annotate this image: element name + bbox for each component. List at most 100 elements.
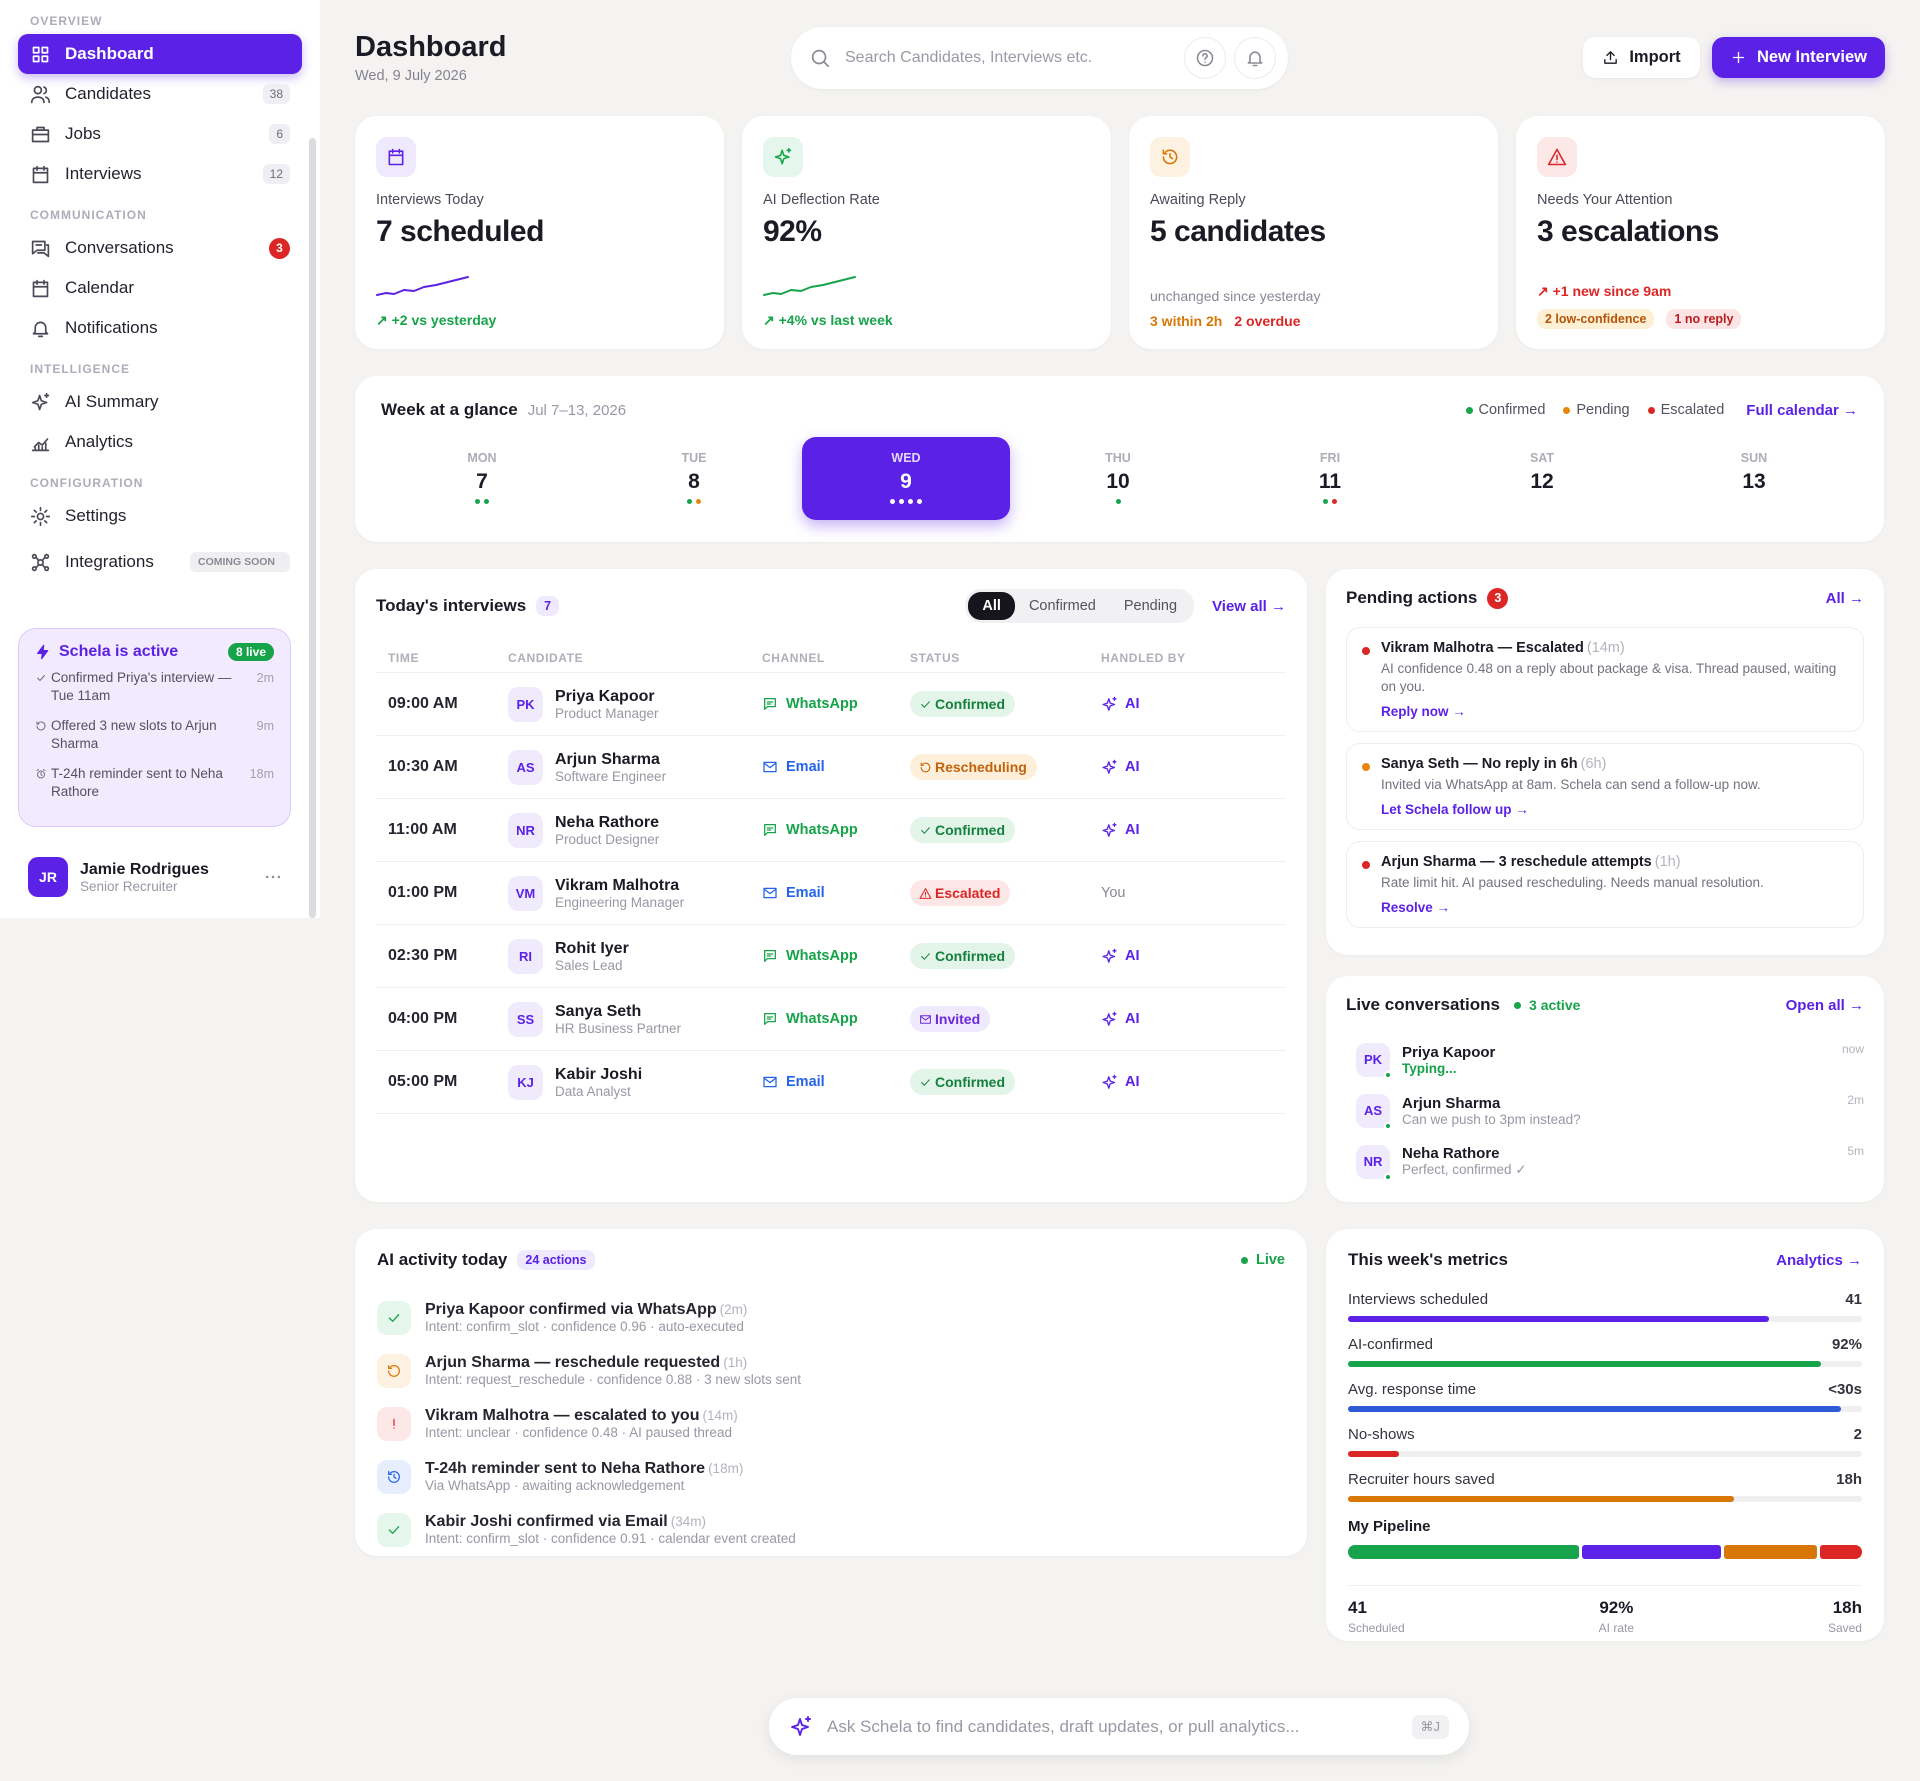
icon	[263, 867, 283, 887]
activity-item: Arjun Sharma — reschedule requested (1h) I…	[377, 1344, 1285, 1397]
metric-top: Recruiter hours saved 18h	[1348, 1471, 1862, 1488]
status-cell: Rescheduling	[910, 754, 1101, 780]
user-profile[interactable]: JR Jamie Rodrigues Senior Recruiter	[28, 855, 283, 899]
pending-action[interactable]: Resolve →	[1381, 900, 1451, 915]
interview-row[interactable]: 02:30 PM RI Rohit Iyer Sales Lead WhatsApp Co…	[376, 925, 1286, 988]
stat-card: Interviews Today 7 scheduled ↗ +2 vs yeste…	[355, 116, 724, 349]
activity-item: T-24h reminder sent to Neha Rathore (18m)…	[377, 1450, 1285, 1503]
ask-bar[interactable]: Ask Schela to find candidates, draft upd…	[769, 1698, 1469, 1755]
nav-item[interactable]: Calendar	[18, 268, 302, 308]
icon-svg	[764, 824, 776, 836]
help-button[interactable]	[1184, 37, 1226, 79]
metric-value: 41	[1845, 1291, 1862, 1308]
activity-item-title: Arjun Sharma — reschedule requested	[425, 1354, 721, 1371]
notifications-button[interactable]	[1234, 37, 1276, 79]
interview-row[interactable]: 05:00 PM KJ Kabir Joshi Data Analyst Email Co…	[376, 1051, 1286, 1114]
icon-svg	[36, 721, 46, 731]
icon-svg	[376, 276, 469, 296]
icon	[1547, 147, 1567, 167]
scrollbar[interactable]	[309, 138, 316, 918]
pipeline-segment	[1724, 1545, 1817, 1559]
nav-item[interactable]: Conversations 3	[18, 228, 302, 268]
new-interview-button[interactable]: New Interview	[1712, 37, 1885, 78]
activity-age: (34m)	[670, 1514, 707, 1529]
status-dot	[1323, 499, 1328, 504]
day-cell[interactable]: MON 7	[378, 437, 586, 520]
live-active-label: 3 active	[1529, 997, 1581, 1013]
candidate-avatar: PK	[508, 686, 543, 722]
cell: 02:30 PM	[376, 947, 508, 965]
icon-svg	[30, 85, 51, 103]
candidate-name: Sanya Seth	[555, 1002, 642, 1020]
filter-tab[interactable]: Pending	[1123, 598, 1178, 614]
icon-svg	[36, 769, 46, 779]
table-header: TIME CANDIDATE CHANNEL STATUS HANDLED BY	[376, 643, 1286, 673]
metric-fill	[1348, 1406, 1842, 1412]
analytics-link[interactable]: Analytics →	[1776, 1251, 1862, 1269]
activity-icon	[377, 1406, 411, 1441]
nav-item[interactable]: Dashboard	[18, 34, 302, 74]
day-number: 8	[688, 470, 700, 493]
day-cell[interactable]: TUE 8	[590, 437, 798, 520]
candidate-role: Sales Lead	[555, 957, 623, 973]
day-of-week: SUN	[1740, 451, 1768, 465]
pending-headline: Sanya Seth — No reply in 6h (6h)	[1381, 756, 1849, 772]
pending-action[interactable]: Reply now →	[1381, 704, 1466, 719]
view-all-link[interactable]: View all →	[1212, 597, 1286, 615]
icon	[386, 1363, 402, 1379]
nav-badge: 12	[262, 164, 290, 184]
icon	[30, 318, 51, 339]
nav-item[interactable]: Candidates 38	[18, 74, 302, 114]
interview-row[interactable]: 10:30 AM AS Arjun Sharma Software Engineer E…	[376, 736, 1286, 799]
open-all-link[interactable]: Open all →	[1785, 996, 1864, 1014]
pending-all-link[interactable]: All →	[1825, 589, 1864, 607]
day-cell[interactable]: SAT 12	[1438, 437, 1646, 520]
interview-time: 01:00 PM	[388, 884, 458, 901]
nav-item[interactable]: Notifications	[18, 308, 302, 348]
filter-tab[interactable]: All	[968, 592, 1015, 620]
metric-fill	[1348, 1451, 1400, 1457]
metric-track	[1348, 1361, 1862, 1367]
icon-path	[811, 49, 830, 68]
stat-tags: 2 low-confidence 1 no reply	[1537, 309, 1742, 329]
day-cell[interactable]: SUN 13	[1650, 437, 1858, 520]
day-cell[interactable]: FRI 11	[1226, 437, 1434, 520]
nav-item[interactable]: Settings	[18, 496, 302, 536]
status-pill: Confirmed	[910, 817, 1015, 843]
activity-headline: Kabir Joshi confirmed via Email (34m)	[425, 1513, 796, 1531]
interview-row[interactable]: 11:00 AM NR Neha Rathore Product Designer Wh…	[376, 799, 1286, 862]
activity-icon	[377, 1512, 411, 1547]
interviews-header: Today's interviews 7 All Confirmed Pending Vi…	[376, 569, 1286, 643]
nav-item[interactable]: Integrations COMING SOON	[18, 536, 302, 588]
full-calendar-link[interactable]: Full calendar →	[1746, 401, 1858, 419]
interview-row[interactable]: 01:00 PM VM Vikram Malhotra Engineering Man…	[376, 862, 1286, 925]
conversation-item[interactable]: PK Priya Kapoor Typing... now	[1346, 1034, 1864, 1085]
day-cell[interactable]: THU 10	[1014, 437, 1222, 520]
interview-row[interactable]: 09:00 AM PK Priya Kapoor Product Manager Wha…	[376, 673, 1286, 736]
search-bar[interactable]: Search Candidates, Interviews etc.	[791, 27, 1288, 89]
interview-row[interactable]: 04:00 PM SS Sanya Seth HR Business Partner W…	[376, 988, 1286, 1051]
nav-item[interactable]: AI Summary	[18, 382, 302, 422]
metric-track	[1348, 1406, 1862, 1412]
pending-action[interactable]: Let Schela follow up →	[1381, 802, 1529, 817]
filter-tab[interactable]: Confirmed	[1028, 598, 1096, 614]
icon-path	[32, 279, 49, 297]
import-button[interactable]: Import	[1583, 37, 1700, 78]
nav-item[interactable]: Jobs 6	[18, 114, 302, 154]
activity-text: Vikram Malhotra — escalated to you (14m) I…	[425, 1407, 738, 1440]
candidate-name: Priya Kapoor	[555, 687, 655, 705]
status-label: Confirmed	[935, 1074, 1005, 1090]
metric-value: 92%	[1831, 1336, 1862, 1353]
legend-label: Escalated	[1660, 402, 1725, 418]
icon-svg	[30, 506, 51, 526]
nav-item[interactable]: Analytics	[18, 422, 302, 462]
day-cell[interactable]: WED 9	[802, 437, 1010, 520]
nav-item[interactable]: Interviews 12	[18, 154, 302, 194]
activity-header: AI activity today 24 actions Live	[377, 1229, 1285, 1291]
handler-cell: AI	[1101, 822, 1286, 839]
icon-path	[764, 1013, 776, 1025]
icon-path	[1102, 822, 1117, 837]
icon-path	[30, 506, 51, 526]
conversation-item[interactable]: NR Neha Rathore Perfect, confirmed ✓ 5m	[1346, 1136, 1864, 1187]
conversation-item[interactable]: AS Arjun Sharma Can we push to 3pm instead…	[1346, 1085, 1864, 1136]
